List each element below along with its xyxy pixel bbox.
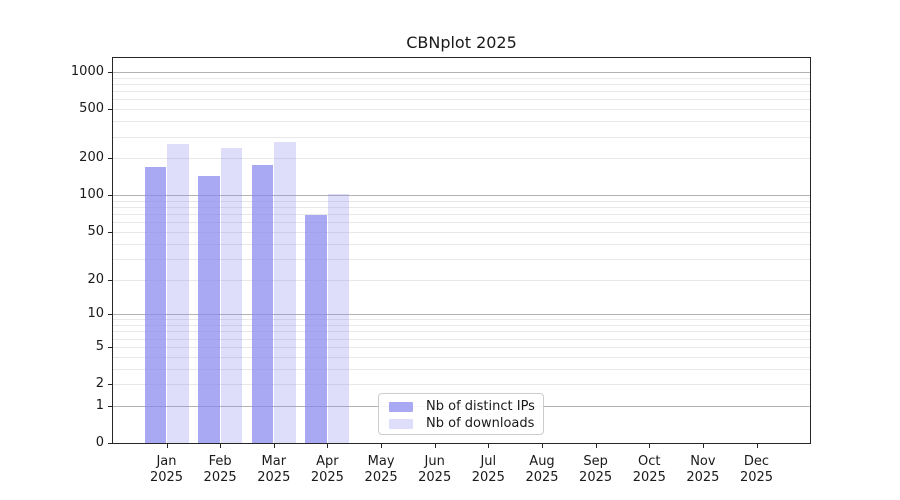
legend-label: Nb of distinct IPs [426,398,535,414]
x-tick-label-apr: Apr 2025 [310,454,344,485]
y-tick-label: 20 [87,271,104,287]
y-tick-label: 1 [95,397,104,413]
minor-gridline [113,356,810,358]
x-tick-mark [273,444,275,448]
y-tick-label: 1000 [70,64,104,79]
x-tick-mark [488,444,490,448]
minor-gridline [113,77,810,79]
x-tick-mark [434,444,436,448]
bar-distinct-ips [251,165,274,443]
minor-gridline [113,325,810,326]
minor-gridline [113,91,810,93]
y-tick-mark [108,158,113,160]
minor-gridline [113,214,810,216]
bar-downloads [167,144,189,443]
x-tick-mark [381,444,383,448]
y-tick-mark [108,231,113,233]
minor-gridline [113,207,810,208]
x-tick-mark [220,444,222,448]
legend-label: Nb of downloads [426,415,535,431]
x-tick-mark [166,444,168,448]
major-gridline [113,314,810,316]
y-tick-label: 200 [79,150,104,166]
minor-gridline [113,136,810,138]
x-tick-label-aug: Aug 2025 [525,454,559,485]
x-tick-mark [595,444,597,448]
x-tick-mark [649,444,651,448]
major-gridline [113,195,810,197]
y-tick-label: 500 [79,101,104,117]
minor-gridline [113,109,810,111]
bar-distinct-ips [305,214,327,443]
y-tick-label: 100 [79,187,104,203]
legend-entry: Nb of distinct IPs [389,398,543,415]
y-tick-mark [108,109,113,111]
minor-gridline [113,222,810,224]
minor-gridline [113,279,810,281]
x-tick-label-feb: Feb 2025 [203,454,237,485]
minor-gridline [113,158,810,160]
x-tick-mark [542,444,543,448]
y-tick-label: 0 [95,435,104,450]
y-tick-mark [108,314,113,316]
y-tick-label: 50 [87,223,104,239]
x-tick-label-jun: Jun 2025 [418,454,452,485]
bar-distinct-ips [198,175,220,443]
y-tick-label: 5 [95,338,104,354]
x-tick-mark [702,444,704,448]
minor-gridline [113,231,810,233]
y-tick-label: 10 [87,306,104,322]
minor-gridline [113,200,810,202]
x-tick-label-mar: Mar 2025 [257,454,291,485]
x-tick-label-oct: Oct 2025 [632,454,666,485]
y-tick-mark [108,384,113,385]
y-tick-mark [108,195,113,197]
y-tick-mark [108,443,113,444]
minor-gridline [113,84,810,85]
y-tick-mark [108,346,113,348]
minor-gridline [113,121,810,123]
major-gridline [113,72,810,73]
minor-gridline [113,368,810,370]
bar-downloads [327,194,350,443]
chart-title: CBNplot 2025 [406,33,517,52]
bar-downloads [220,147,243,443]
legend-swatch [389,401,413,412]
y-tick-mark [108,279,113,281]
minor-gridline [113,319,810,321]
x-tick-label-sep: Sep 2025 [579,454,613,485]
legend-entry: Nb of downloads [389,415,543,432]
y-tick-mark [108,72,113,73]
x-tick-mark [756,444,758,448]
y-tick-label: 2 [95,376,104,391]
legend-swatch [389,418,413,429]
legend: Nb of distinct IPs Nb of downloads [378,393,544,435]
x-tick-label-jan: Jan 2025 [149,454,184,485]
minor-gridline [113,331,810,333]
minor-gridline [113,346,810,348]
minor-gridline [113,258,810,260]
minor-gridline [113,384,810,385]
bar-distinct-ips [144,166,166,443]
x-tick-label-dec: Dec 2025 [739,454,774,485]
y-tick-mark [108,405,113,407]
minor-gridline [113,99,810,101]
x-tick-label-may: May 2025 [364,454,398,485]
plot-area: Nb of distinct IPs Nb of downloads [112,57,811,444]
x-tick-mark [327,444,329,448]
bar-downloads [274,141,296,443]
minor-gridline [113,338,810,340]
minor-gridline [113,243,810,245]
x-tick-label-nov: Nov 2025 [686,454,720,485]
x-tick-label-jul: Jul 2025 [471,454,505,485]
